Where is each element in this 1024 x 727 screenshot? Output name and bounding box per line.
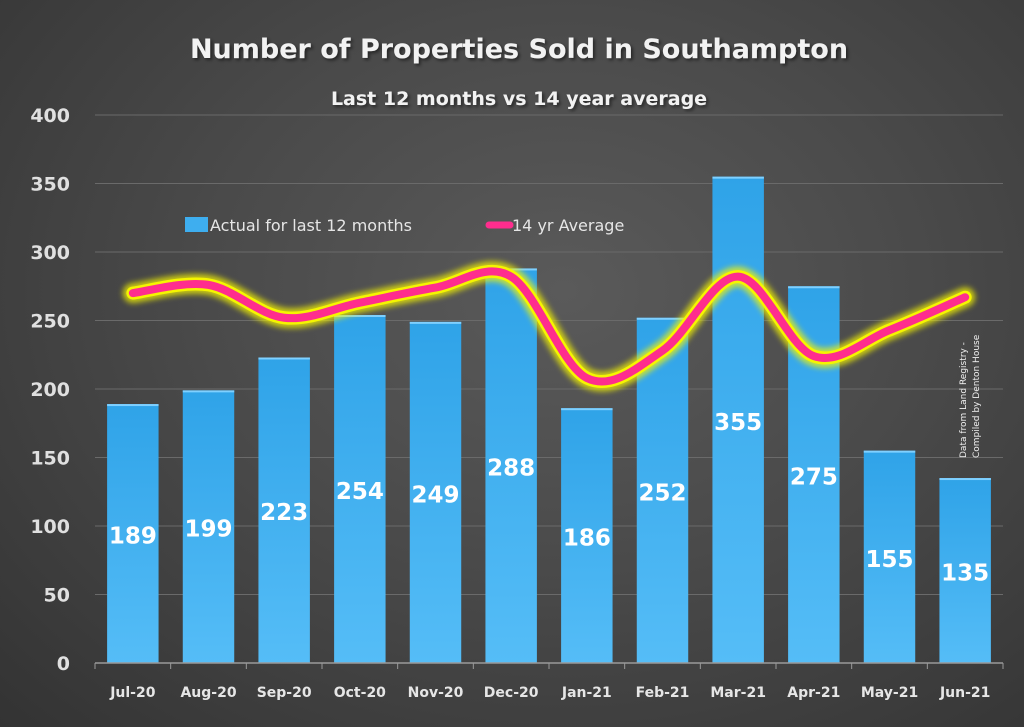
data-label: 355 [714,410,762,436]
legend-label-actual: Actual for last 12 months [210,216,412,235]
data-label: 135 [941,561,989,587]
bar-top-highlight [712,176,764,179]
bar [939,478,991,663]
bar [712,176,764,663]
x-axis [94,662,1004,669]
bar-top-highlight [636,317,689,320]
data-label: 249 [411,482,459,508]
y-axis: 0 50 100 150 200 250 300 350 400 [30,105,70,675]
bar [409,321,462,663]
data-label: 155 [865,547,913,573]
data-label: 189 [109,524,157,550]
x-tick-label: May-21 [861,685,918,701]
y-tick-label: 0 [57,653,70,675]
data-label: 252 [638,480,686,506]
bar-top-highlight [409,321,462,324]
data-label: 275 [790,465,838,491]
legend: Actual for last 12 months 14 yr Average [185,216,624,235]
x-tick-label: Nov-20 [408,685,464,701]
x-tick-label: Aug-20 [180,685,236,701]
y-tick-label: 150 [30,448,70,470]
x-tick-label: Apr-21 [787,685,840,701]
y-tick-label: 50 [44,585,70,607]
average-line-series [122,261,976,392]
bar-top-highlight [107,404,159,407]
y-tick-label: 250 [30,311,70,333]
x-tick-label: Feb-21 [636,685,690,701]
x-tick-label: Jun-21 [939,685,990,701]
bar [182,390,235,663]
data-labels: 189 199 223 254 249 288 186 252 355 275 155 135 [109,410,989,587]
y-tick-label: 100 [30,516,70,538]
y-tick-label: 400 [30,105,70,127]
bar [107,404,159,663]
chart-subtitle: Last 12 months vs 14 year average [331,88,707,110]
x-tick-label: Dec-20 [484,685,539,701]
data-label: 223 [260,500,308,526]
data-label: 199 [184,517,232,543]
bar-top-highlight [939,478,991,481]
source-annotation-line2: Compiled by Denton House [972,334,982,458]
y-tick-label: 200 [30,379,70,401]
x-tick-label: Oct-20 [334,685,386,701]
bar [258,357,310,663]
bar [561,408,613,663]
bar-top-highlight [561,408,613,411]
data-label: 186 [563,526,611,552]
legend-swatch-actual [185,217,208,232]
bar [863,450,916,663]
legend-label-average: 14 yr Average [512,216,624,235]
y-tick-label: 350 [30,174,70,196]
bar-top-highlight [863,450,916,453]
average-line [128,267,970,386]
bar-top-highlight [258,357,310,360]
bar-top-highlight [182,390,235,393]
bar [485,268,537,663]
bar-series [107,176,991,663]
source-annotation-line1: Data from Land Registry - [959,342,969,458]
data-label: 254 [336,479,384,505]
data-label: 288 [487,456,535,482]
x-tick-label: Jul-20 [109,685,156,701]
x-tick-label: Jan-21 [561,685,612,701]
chart-title: Number of Properties Sold in Southampton [190,34,848,65]
bar-top-highlight [788,286,840,289]
x-tick-labels: Jul-20 Aug-20 Sep-20 Oct-20 Nov-20 Dec-20 Jan-… [109,685,990,701]
x-tick-label: Sep-20 [257,685,312,701]
bar [636,317,689,663]
bar [334,315,386,663]
y-tick-label: 300 [30,242,70,264]
bar-top-highlight [334,315,386,318]
x-tick-label: Mar-21 [710,685,766,701]
